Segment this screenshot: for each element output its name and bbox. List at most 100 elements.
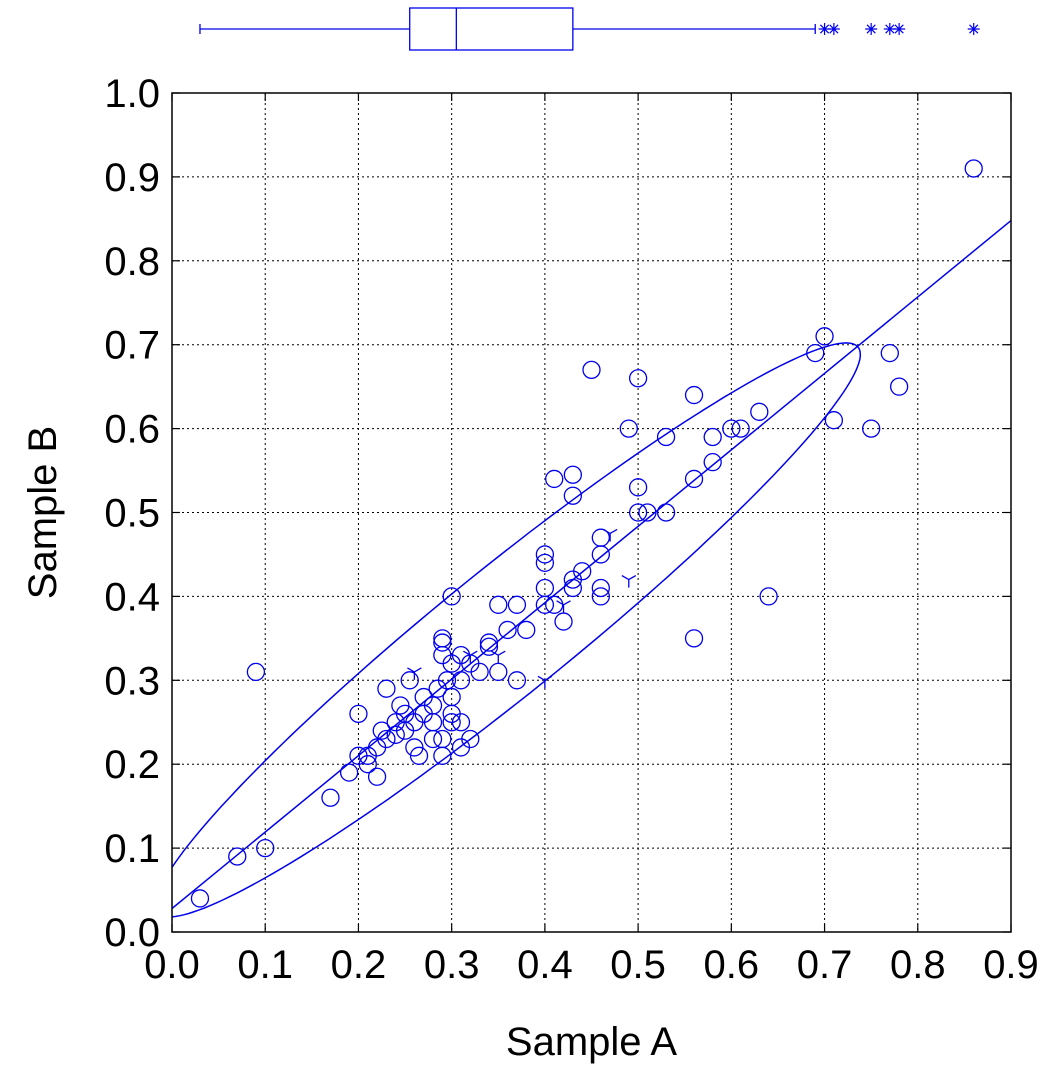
y-tick-label: 0.0 [104, 911, 160, 955]
data-point [405, 738, 424, 757]
data-point [451, 671, 471, 690]
data-point [545, 469, 564, 489]
confidence-ellipse-layer [172, 342, 862, 918]
data-point [451, 713, 471, 732]
data-point [433, 633, 452, 652]
data-point [461, 729, 480, 749]
data-point [437, 671, 457, 690]
y-tick-label: 0.7 [104, 324, 160, 368]
data-point [386, 725, 405, 744]
data-point-tri [537, 675, 553, 689]
y-tick-label: 0.4 [104, 575, 160, 619]
data-point [442, 587, 461, 606]
data-point [703, 453, 722, 472]
x-tick-label: 0.6 [704, 943, 760, 987]
data-point [256, 838, 275, 858]
y-axis-title: Sample B [21, 426, 65, 599]
boxplot-outlier [827, 23, 840, 35]
y-tick-label: 0.2 [104, 743, 160, 787]
data-point [815, 327, 834, 346]
data-point-tri [490, 650, 506, 664]
data-point [433, 729, 452, 749]
data-point [582, 360, 601, 380]
data-point [442, 687, 461, 707]
data-point-tri [463, 650, 478, 664]
data-point [722, 419, 741, 438]
data-point [442, 713, 461, 732]
data-point [656, 427, 676, 447]
data-point [479, 633, 499, 652]
data-point [423, 696, 443, 715]
data-point [228, 847, 247, 866]
x-tick-label: 0.9 [983, 943, 1039, 987]
y-tick-label: 0.5 [104, 492, 160, 536]
x-tick-label: 0.1 [237, 943, 293, 987]
data-point [684, 469, 704, 489]
data-point [246, 662, 266, 682]
data-point [628, 478, 648, 497]
data-point [628, 503, 648, 522]
data-point [573, 562, 592, 581]
data-point [433, 629, 452, 648]
data-point [479, 637, 499, 656]
data-point [880, 343, 899, 363]
data-point [591, 545, 610, 564]
data-point [889, 377, 909, 396]
data-point [862, 419, 881, 438]
data-point [321, 788, 340, 807]
data-point [517, 620, 536, 640]
boxplot-outlier [893, 23, 906, 35]
data-point [489, 595, 508, 614]
y-tick-label: 0.8 [104, 240, 160, 284]
data-point [684, 629, 704, 648]
x-tick-label: 0.8 [890, 943, 946, 987]
boxplot-outlier [883, 23, 896, 35]
x-tick-label: 0.2 [331, 943, 387, 987]
data-point [554, 612, 573, 631]
data-point [535, 578, 555, 598]
data-point [545, 595, 564, 614]
x-tick-label: 0.5 [610, 943, 666, 987]
data-point-tri [621, 575, 637, 588]
data-point [498, 620, 517, 640]
data-point [563, 465, 583, 484]
x-tick-label: 0.4 [517, 943, 573, 987]
data-point [391, 696, 410, 715]
data-point [377, 679, 396, 698]
boxplot-sample-a [199, 7, 980, 51]
data-point [423, 729, 443, 749]
data-point [684, 385, 704, 405]
data-point-tri [407, 667, 422, 680]
x-tick-label: 0.7 [797, 943, 853, 987]
data-point [806, 343, 825, 363]
data-point [591, 587, 610, 606]
data-point [619, 419, 638, 438]
boxplot-outlier [967, 23, 980, 35]
y-tick-label: 1.0 [104, 72, 160, 116]
boxplot-outlier [865, 23, 878, 35]
y-tick-label: 0.9 [104, 156, 160, 200]
data-point [563, 486, 583, 505]
x-axis-title: Sample A [506, 1020, 678, 1064]
data-point [470, 662, 489, 682]
data-point [563, 578, 583, 598]
data-points-tri [407, 528, 637, 689]
confidence-ellipse [172, 342, 862, 918]
data-point [628, 369, 648, 388]
data-point [507, 595, 527, 614]
y-tick-label: 0.6 [104, 408, 160, 452]
data-point [591, 578, 610, 598]
data-point [535, 553, 555, 572]
data-point [824, 411, 844, 430]
data-points [190, 159, 983, 908]
data-point [535, 545, 555, 564]
y-tick-label: 0.1 [104, 827, 160, 871]
data-point [367, 767, 387, 786]
x-tick-label: 0.0 [144, 943, 200, 987]
data-point [750, 402, 769, 421]
data-point [656, 503, 676, 522]
data-point [703, 427, 722, 447]
data-point-tri [602, 528, 618, 542]
regression-line [171, 219, 1012, 910]
data-point [759, 587, 778, 606]
